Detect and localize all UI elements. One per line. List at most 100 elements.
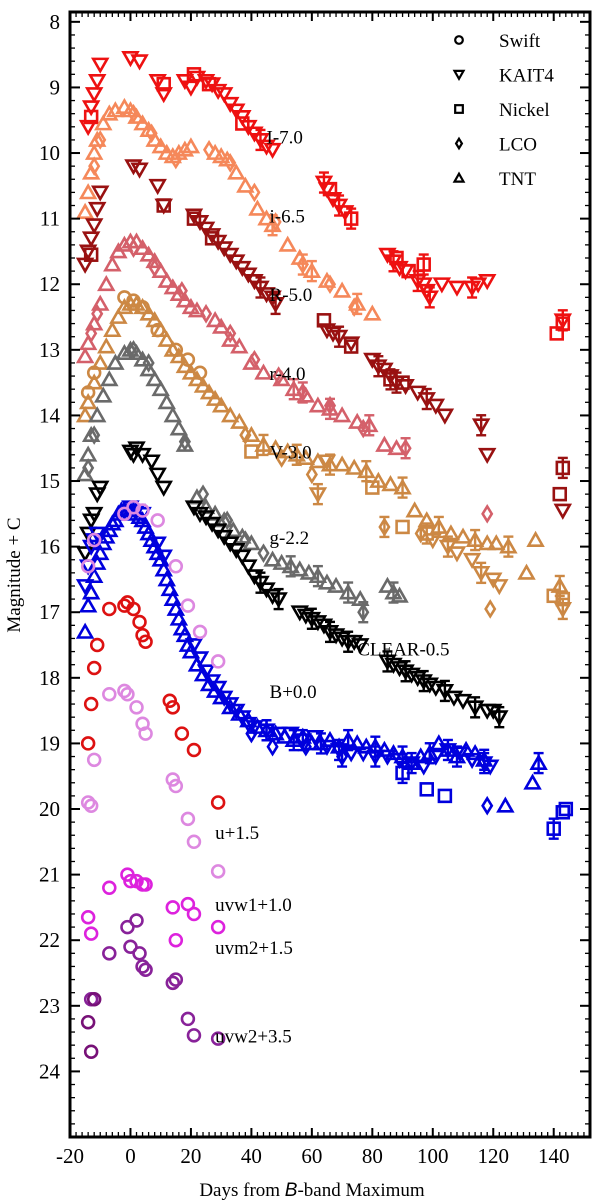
- data-point-triangle-down: [308, 615, 328, 632]
- data-point-triangle-up: [84, 566, 104, 584]
- data-point-triangle-up: [429, 517, 449, 534]
- y-tick-label: 17: [39, 600, 60, 624]
- data-point-triangle-down: [190, 651, 210, 668]
- data-point-circle: [80, 1014, 96, 1030]
- data-point-triangle-down: [148, 178, 167, 196]
- data-point-triangle-down: [233, 549, 252, 566]
- x-axis-title-part-1: Days from: [199, 1180, 284, 1201]
- data-point-triangle-down: [239, 559, 258, 576]
- data-point-triangle-up: [263, 550, 282, 567]
- data-point-triangle-down: [75, 546, 95, 563]
- data-point-triangle-down: [257, 139, 276, 156]
- data-point-circle: [129, 913, 144, 928]
- x-tick-label: 140: [538, 1144, 570, 1168]
- data-point-triangle-up: [193, 665, 213, 682]
- band-label: uvw2+3.5: [215, 1026, 292, 1047]
- data-point-triangle-down: [468, 277, 488, 294]
- data-point-triangle-up: [175, 625, 195, 643]
- data-point-triangle-down: [239, 716, 258, 734]
- data-point-triangle-down: [78, 119, 98, 137]
- data-point-square: [244, 444, 259, 459]
- data-point-triangle-up: [90, 543, 110, 561]
- data-point-diamond: [305, 464, 318, 485]
- data-point-circle: [126, 500, 141, 515]
- data-point-circle: [83, 926, 99, 941]
- data-point-triangle-up: [139, 360, 158, 377]
- data-point-triangle-up: [477, 534, 497, 551]
- data-point-triangle-up: [87, 130, 107, 147]
- data-point-triangle-down: [127, 503, 146, 520]
- data-point-diamond: [275, 448, 288, 468]
- x-axis-title: Days from B-band Maximum: [199, 1180, 425, 1201]
- data-point-triangle-up: [278, 235, 297, 252]
- data-point-circle: [86, 991, 102, 1007]
- data-point-circle: [102, 946, 117, 961]
- data-point-triangle-up: [302, 261, 322, 279]
- data-point-triangle-up: [393, 478, 412, 495]
- data-point-triangle-up: [266, 438, 285, 456]
- data-point-triangle-down: [426, 398, 446, 415]
- data-point-diamond: [169, 149, 182, 170]
- y-tick-label: 13: [39, 338, 60, 362]
- data-point-diamond: [272, 366, 285, 386]
- data-point-circle: [86, 752, 102, 768]
- series-v-3-0-nickel: [244, 444, 571, 607]
- legend-marker-triangle-up-icon: [452, 171, 466, 183]
- data-point-triangle-up: [230, 412, 249, 429]
- data-point-triangle-up: [381, 475, 400, 492]
- y-tick-label: 11: [40, 207, 60, 231]
- data-point-triangle-down: [184, 638, 204, 655]
- data-point-triangle-down: [305, 729, 325, 747]
- data-point-diamond: [148, 258, 161, 278]
- data-point-triangle-down: [154, 480, 173, 497]
- data-point-square: [201, 76, 217, 92]
- data-point-circle: [120, 919, 135, 935]
- data-point-triangle-down: [269, 592, 288, 609]
- data-point-triangle-up: [90, 353, 110, 370]
- data-point-triangle-up: [145, 370, 164, 387]
- data-point-circle: [117, 598, 132, 613]
- data-point-triangle-up: [248, 199, 267, 216]
- data-point-square: [316, 313, 332, 328]
- data-point-triangle-up: [254, 435, 273, 452]
- data-point-diamond: [221, 510, 234, 531]
- data-point-circle: [168, 932, 184, 948]
- data-point-triangle-down: [148, 73, 167, 91]
- data-point-triangle-up: [278, 442, 297, 459]
- data-point-triangle-up: [75, 347, 95, 364]
- data-point-triangle-up: [127, 107, 146, 124]
- data-point-square: [555, 316, 571, 331]
- x-tick-label: 100: [417, 1144, 449, 1168]
- data-point-triangle-down: [269, 726, 288, 743]
- data-point-triangle-down: [341, 336, 361, 353]
- data-point-circle: [174, 726, 190, 741]
- data-point-triangle-up: [127, 343, 146, 361]
- series-uvw1-1-0-swift: [80, 867, 226, 948]
- data-point-square: [437, 788, 453, 804]
- data-point-triangle-up: [266, 724, 285, 741]
- data-point-triangle-up: [181, 137, 201, 154]
- data-point-square: [419, 526, 434, 541]
- y-tick-label: 18: [39, 666, 60, 690]
- series-b-0-0-lco: [245, 723, 494, 816]
- data-point-triangle-up: [133, 114, 152, 131]
- data-point-circle: [83, 798, 99, 813]
- data-point-triangle-up: [157, 570, 176, 587]
- data-point-triangle-down: [414, 759, 433, 776]
- data-point-circle: [123, 939, 138, 955]
- data-point-triangle-up: [308, 566, 328, 584]
- band-label: I-7.0: [267, 128, 303, 149]
- data-point-triangle-down: [462, 752, 482, 770]
- legend-label: TNT: [499, 169, 536, 190]
- data-point-circle: [135, 503, 150, 518]
- y-tick-label: 15: [39, 469, 60, 493]
- data-point-square: [395, 765, 410, 781]
- x-tick-label: 120: [478, 1144, 510, 1168]
- data-point-triangle-up: [151, 379, 170, 397]
- data-point-circle: [89, 637, 105, 653]
- data-point-circle: [126, 293, 141, 308]
- data-point-triangle-up: [332, 455, 352, 472]
- y-tick-label: 21: [39, 863, 60, 887]
- band-label: uvm2+1.5: [215, 938, 293, 959]
